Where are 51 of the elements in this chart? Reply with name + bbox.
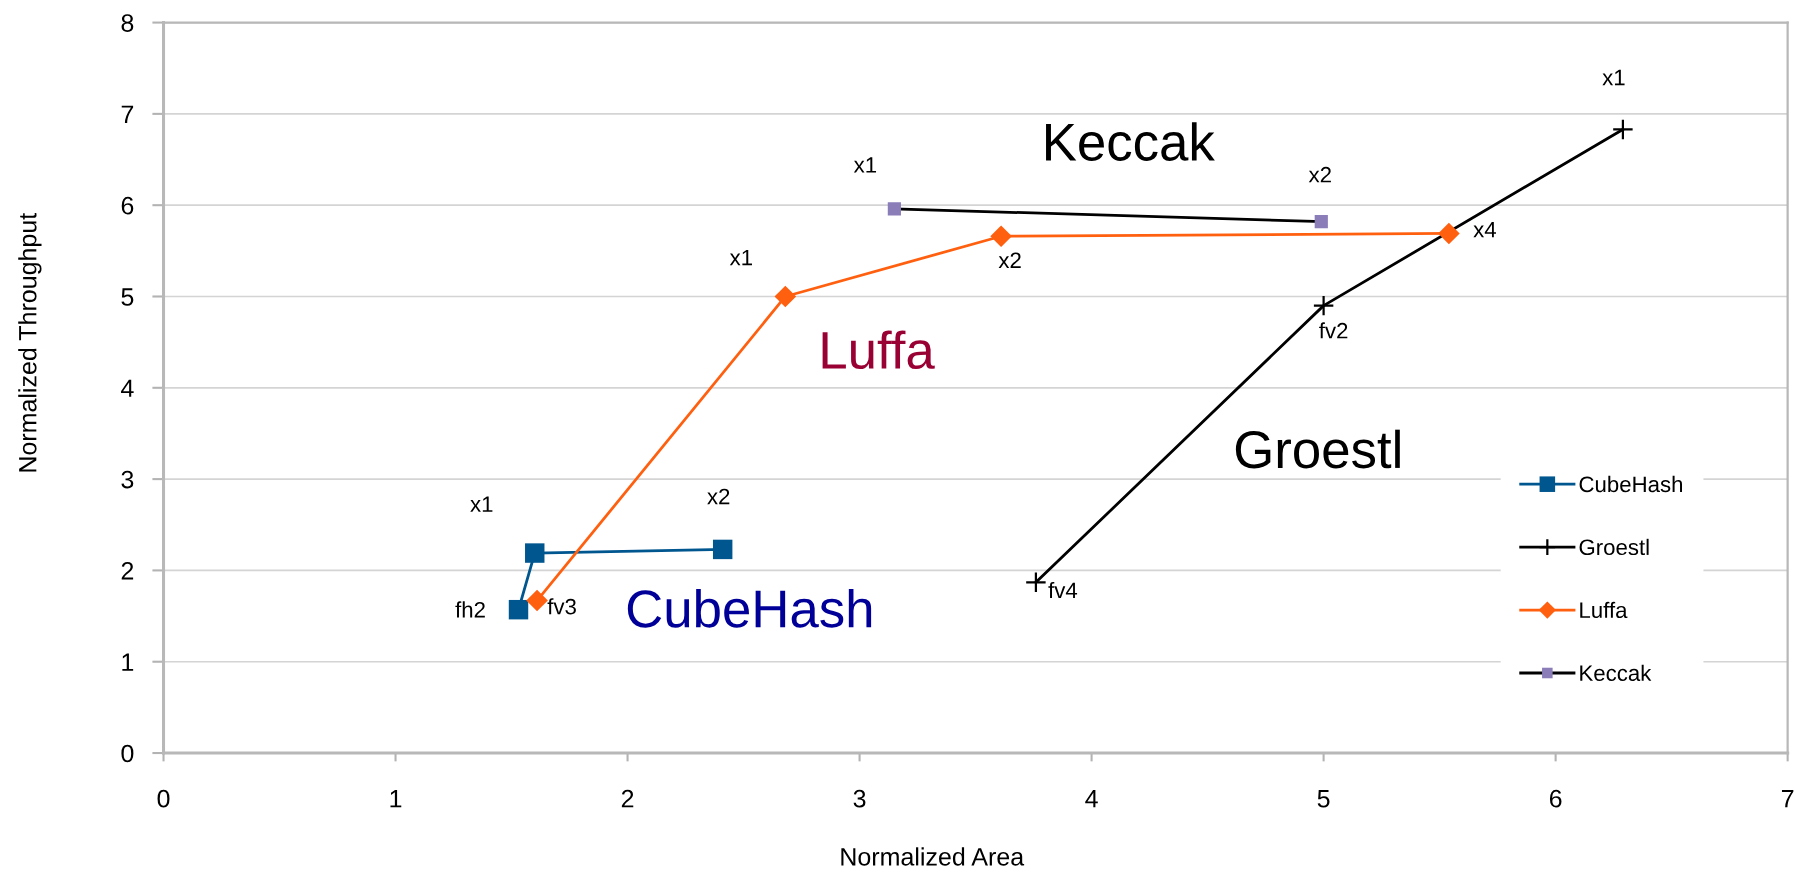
- point: [774, 285, 797, 308]
- point: [1312, 294, 1335, 317]
- annotation: Keccak: [1046, 122, 1215, 161]
- data-label: x1: [729, 249, 752, 266]
- data-label: x4: [1473, 221, 1496, 238]
- data-label: fv3: [547, 598, 576, 615]
- x-tick-label: 2: [621, 789, 634, 808]
- y-tick-label: 8: [121, 14, 134, 32]
- data-label: x1: [470, 496, 493, 512]
- legend-label: Keccak: [1580, 664, 1652, 681]
- annotation: CubeHash: [627, 588, 872, 628]
- point: [887, 202, 901, 216]
- y-axis-title: Normalized Throughput: [18, 213, 42, 472]
- y-tick-label: 5: [121, 288, 134, 306]
- x-tick-label: 3: [853, 789, 866, 808]
- x-axis-title: Normalized Area: [841, 847, 1025, 866]
- point: [526, 589, 548, 612]
- x-tick-label: 6: [1549, 789, 1562, 808]
- y-tick-label: 7: [121, 105, 134, 123]
- point: [1438, 222, 1460, 245]
- y-tick-label: 4: [121, 379, 134, 397]
- annotation: Groestl: [1235, 429, 1400, 469]
- data-label: x1: [853, 157, 877, 173]
- y-tick-label: 6: [121, 196, 134, 215]
- data-label: fh2: [455, 601, 485, 618]
- y-tick-label: 3: [121, 470, 134, 489]
- point: [1612, 118, 1634, 141]
- x-tick-label: 5: [1317, 790, 1330, 808]
- data-label: fv2: [1319, 322, 1348, 339]
- point: [508, 599, 529, 620]
- legend-label: Groestl: [1579, 538, 1649, 556]
- y-tick-label: 2: [121, 562, 134, 580]
- y-tick-label: 1: [122, 653, 134, 671]
- data-label: x2: [998, 252, 1021, 268]
- y-tick-label: 0: [121, 744, 134, 763]
- point: [712, 539, 733, 560]
- x-tick-label: 7: [1781, 790, 1794, 808]
- x-tick-label: 0: [157, 789, 170, 808]
- point: [1025, 571, 1047, 594]
- point: [525, 543, 545, 563]
- x-tick-label: 1: [390, 790, 402, 808]
- annotation: Luffa: [822, 330, 935, 370]
- data-label: x2: [707, 488, 730, 505]
- data-label: x1: [1602, 69, 1625, 86]
- point: [1314, 215, 1328, 229]
- legend-label: Luffa: [1580, 601, 1628, 619]
- data-label: fv4: [1048, 581, 1078, 599]
- legend-label: CubeHash: [1579, 475, 1683, 493]
- x-tick-label: 4: [1085, 790, 1098, 808]
- point: [990, 225, 1012, 248]
- data-label: x2: [1308, 166, 1331, 183]
